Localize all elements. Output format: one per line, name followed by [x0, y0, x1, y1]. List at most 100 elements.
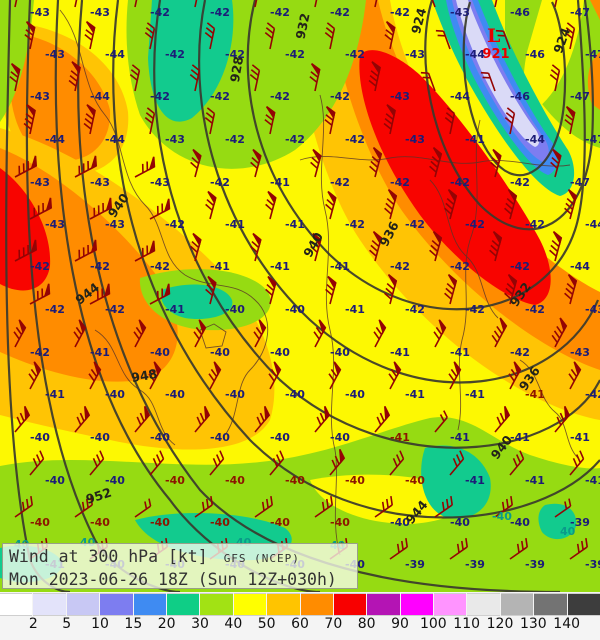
low-value: 921: [482, 47, 509, 62]
temperature-label: -43: [30, 176, 50, 189]
temperature-label: -40: [285, 474, 305, 487]
temperature-label: -40: [30, 516, 50, 529]
temperature-label: -47: [570, 90, 590, 103]
colorbar-tick-label: 90: [391, 616, 409, 632]
temperature-label: -42: [450, 260, 470, 273]
temperature-label: -42: [30, 346, 50, 359]
temperature-label: -39: [585, 558, 600, 571]
temperature-label: -40: [105, 474, 125, 487]
chart-title-box: Wind at 300 hPa [kt] GFS (NCEP) Mon 2023-…: [2, 543, 358, 589]
isotach-region-60-70: [9, 34, 111, 161]
temperature-label: -40: [225, 474, 245, 487]
colorbar-tick-label: 110: [453, 616, 481, 632]
temperature-label: -42: [345, 218, 365, 231]
temperature-label: -40: [330, 346, 350, 359]
isotach-region-2-10: [456, 0, 540, 147]
temperature-label: -40: [330, 516, 350, 529]
colorbar-segment: [133, 593, 166, 616]
temperature-label: -42: [345, 133, 365, 146]
colorbar-segment: [500, 593, 534, 616]
colorbar-tick-label: 130: [519, 616, 547, 632]
chart-valid-time: Mon 2023-06-26 18Z (Sun 12Z+030h): [9, 570, 337, 589]
temperature-label: -40: [225, 303, 245, 316]
colorbar-tick-label: 80: [357, 616, 376, 632]
temperature-label: -41: [450, 346, 470, 359]
colorbar-tick-label: 70: [324, 616, 343, 632]
temperature-label: -40: [90, 431, 110, 444]
temperature-label: -41: [210, 260, 230, 273]
isotach-region-60-70: [0, 148, 178, 382]
temperature-label: -40: [150, 346, 170, 359]
temperature-label: -42: [210, 6, 230, 19]
low-symbol: L: [487, 25, 500, 47]
temperature-label: -40: [270, 346, 290, 359]
contour-label: 932: [293, 12, 313, 41]
temperature-label: -47: [585, 48, 600, 61]
temperature-label: -43: [45, 48, 65, 61]
temperature-label: -42: [390, 176, 410, 189]
temperature-label: -42: [285, 133, 305, 146]
isotach-region-70-80: [0, 168, 51, 291]
temperature-label: -43: [450, 6, 470, 19]
colorbar-tick-label: 30: [191, 616, 209, 632]
temperature-label: -42: [225, 133, 245, 146]
temperature-label: -47: [570, 176, 590, 189]
temperature-label: -46: [510, 6, 530, 19]
temperature-label: -42: [405, 218, 425, 231]
temperature-label: -42: [105, 303, 125, 316]
temperature-label: -40: [285, 303, 305, 316]
temperature-label: -41: [270, 260, 290, 273]
temperature-label: -46: [525, 48, 545, 61]
colorbar-tick-label: 2: [28, 616, 38, 632]
temperature-label: -40: [210, 346, 230, 359]
temperature-label: -41: [405, 388, 425, 401]
temperature-label: -43: [405, 133, 425, 146]
temperature-label: -41: [270, 176, 290, 189]
colorbar-tick-label: 140: [553, 616, 581, 632]
temperature-label: -42: [330, 176, 350, 189]
temperature-label: -42: [150, 90, 170, 103]
temperature-label: -42: [450, 176, 470, 189]
temperature-label: -43: [45, 218, 65, 231]
temperature-label: -42: [165, 218, 185, 231]
temperature-label: -41: [390, 431, 410, 444]
temperature-label: -42: [525, 218, 545, 231]
colorbar-tick-label: 50: [257, 616, 276, 632]
chart-title: Wind at 300 hPa [kt] GFS (NCEP): [9, 547, 300, 566]
temperature-label: -44: [450, 90, 470, 103]
temperature-label: -42: [90, 260, 110, 273]
temperature-label: -42: [210, 176, 230, 189]
colorbar-tick-label: 40: [224, 616, 243, 632]
temperature-label: -40: [165, 474, 185, 487]
colorbar-segment: [100, 593, 133, 616]
temperature-label: -42: [465, 303, 485, 316]
temperature-label: -40: [90, 516, 110, 529]
temperature-label: -43: [30, 6, 50, 19]
temperature-label: -40: [510, 516, 530, 529]
colorbar-segment: [233, 593, 267, 616]
temperature-label: -40: [30, 431, 50, 444]
temperature-label: -43: [585, 303, 600, 316]
colorbar-tick-label: 100: [419, 616, 447, 632]
colorbar-segment: [400, 593, 434, 616]
colorbar-segment: [333, 593, 367, 616]
temperature-label: -42: [150, 6, 170, 19]
temperature-label: -41: [330, 260, 350, 273]
temperature-label: -39: [465, 558, 485, 571]
temperature-label: -41: [390, 346, 410, 359]
temperature-label: -39: [525, 558, 545, 571]
temperature-label: -40: [210, 431, 230, 444]
temperature-label: -40: [450, 516, 470, 529]
temperature-label: -46: [510, 90, 530, 103]
isotach-region-20-30: [148, 0, 234, 122]
temperature-label: -40: [105, 388, 125, 401]
temperature-label: -42: [270, 90, 290, 103]
temperature-label: -43: [150, 176, 170, 189]
temperature-label: -42: [390, 6, 410, 19]
temperature-label: -40: [390, 516, 410, 529]
temperature-label: -42: [285, 48, 305, 61]
temperature-label: -42: [510, 346, 530, 359]
temperature-label: -40: [285, 388, 305, 401]
temperature-label: -44: [45, 133, 65, 146]
